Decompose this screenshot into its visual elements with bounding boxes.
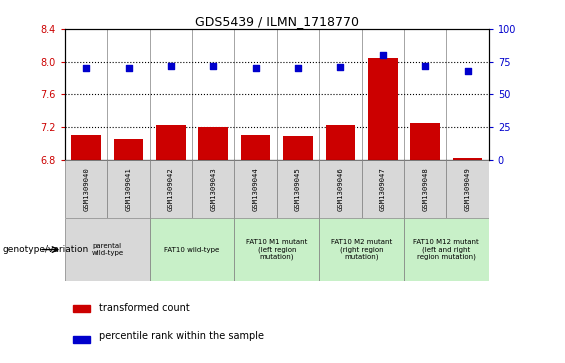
Bar [65, 160, 107, 218]
Bar [73, 305, 90, 312]
Point [463, 68, 472, 74]
Bar [156, 125, 186, 160]
Point [82, 65, 91, 71]
Text: genotype/variation: genotype/variation [3, 245, 89, 254]
Bar [319, 160, 362, 218]
Point [379, 52, 388, 58]
Point [336, 64, 345, 70]
Text: transformed count: transformed count [99, 303, 190, 313]
Bar [107, 160, 150, 218]
Text: GSM1309049: GSM1309049 [464, 167, 471, 211]
Bar [192, 160, 234, 218]
Point [294, 65, 303, 71]
Text: GSM1309041: GSM1309041 [125, 167, 132, 211]
Text: GSM1309046: GSM1309046 [337, 167, 344, 211]
Bar [453, 158, 483, 160]
Text: GSM1309044: GSM1309044 [253, 167, 259, 211]
Bar [234, 218, 319, 281]
Bar [368, 58, 398, 160]
Bar [410, 123, 440, 160]
Bar [150, 218, 234, 281]
Text: GSM1309048: GSM1309048 [422, 167, 428, 211]
Text: FAT10 M1 mutant
(left region
mutation): FAT10 M1 mutant (left region mutation) [246, 239, 307, 260]
Bar [150, 160, 192, 218]
Text: GSM1309043: GSM1309043 [210, 167, 216, 211]
Bar [283, 136, 313, 160]
Text: percentile rank within the sample: percentile rank within the sample [99, 331, 264, 341]
Bar [73, 336, 90, 343]
Text: parental
wild-type: parental wild-type [92, 243, 123, 256]
Bar [198, 127, 228, 160]
Point [209, 63, 218, 69]
Text: GSM1309047: GSM1309047 [380, 167, 386, 211]
Point [124, 65, 133, 71]
Point [420, 63, 430, 69]
Title: GDS5439 / ILMN_1718770: GDS5439 / ILMN_1718770 [195, 15, 359, 28]
Bar [319, 218, 404, 281]
Bar [325, 125, 355, 160]
Text: GSM1309042: GSM1309042 [168, 167, 174, 211]
Bar [71, 135, 101, 160]
Bar [277, 160, 319, 218]
Bar [234, 160, 277, 218]
Bar [114, 139, 144, 160]
Bar [65, 218, 150, 281]
Point [251, 65, 260, 71]
Bar [404, 218, 489, 281]
Text: GSM1309040: GSM1309040 [83, 167, 89, 211]
Text: FAT10 M2 mutant
(right region
mutation): FAT10 M2 mutant (right region mutation) [331, 239, 392, 260]
Text: GSM1309045: GSM1309045 [295, 167, 301, 211]
Bar [404, 160, 446, 218]
Point [167, 63, 176, 69]
Text: FAT10 wild-type: FAT10 wild-type [164, 246, 220, 253]
Text: FAT10 M12 mutant
(left and right
region mutation): FAT10 M12 mutant (left and right region … [414, 239, 479, 260]
Bar [241, 135, 271, 160]
Bar [362, 160, 404, 218]
Bar [446, 160, 489, 218]
